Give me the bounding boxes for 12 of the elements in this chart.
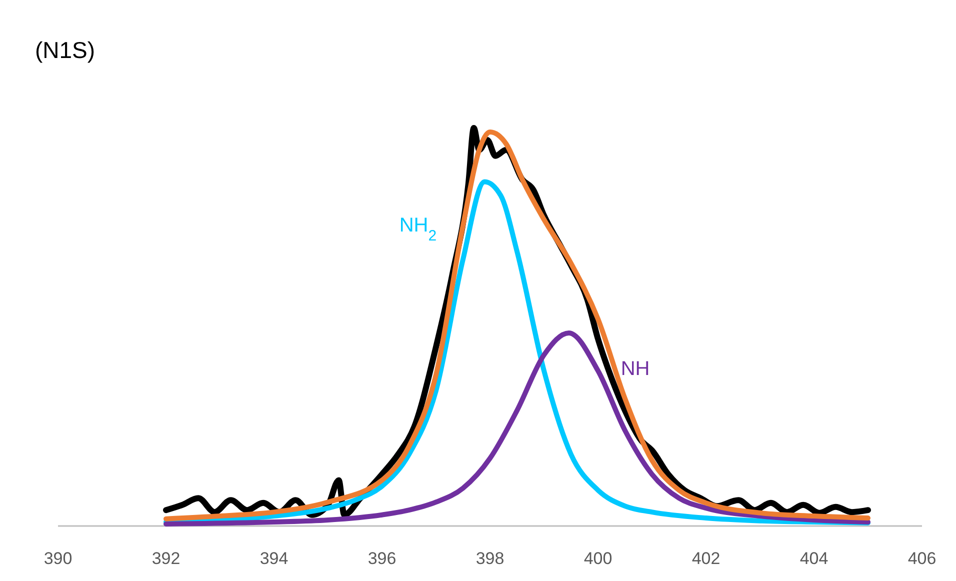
x-tick-label: 390	[44, 549, 72, 568]
x-tick-label: 402	[692, 549, 720, 568]
x-tick-label: 398	[476, 549, 504, 568]
series-label: NH$_{2}$	[399, 214, 437, 244]
x-tick-label: 392	[152, 549, 180, 568]
x-tick-label: 394	[260, 549, 288, 568]
x-tick-label: 400	[584, 549, 612, 568]
series-label: NH	[620, 358, 650, 380]
x-tick-label: 396	[368, 549, 396, 568]
chart-title: (N1S)	[35, 37, 96, 63]
x-tick-label: 406	[908, 549, 936, 568]
x-tick-label: 404	[800, 549, 828, 568]
